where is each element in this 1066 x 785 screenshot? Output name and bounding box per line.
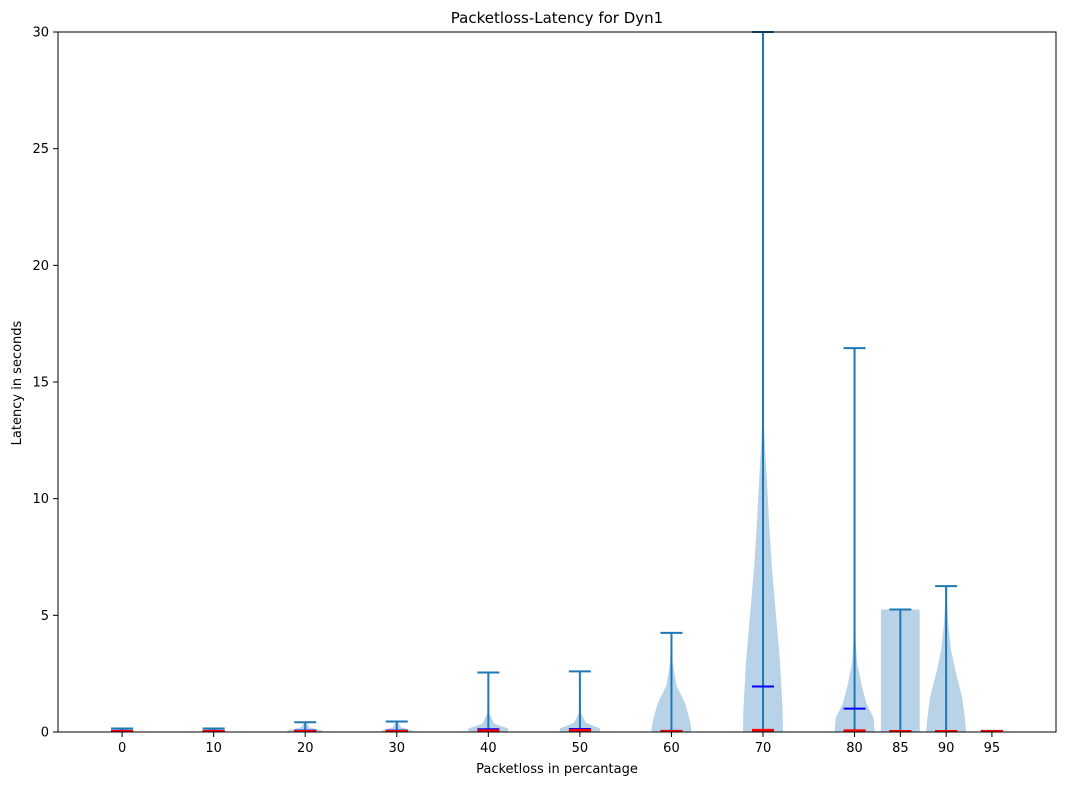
x-tick-label: 20 [297, 741, 314, 756]
plot-area: 0 10 20 30 40 50 60 70 80 85 90 95 0 5 10 15 20 25 30 [32, 26, 1057, 756]
y-tick-label: 0 [41, 726, 49, 741]
violin-70 [743, 31, 783, 732]
y-tick-label: 25 [32, 142, 49, 157]
violin-85 [880, 608, 921, 733]
plot-frame [57, 31, 1057, 733]
violin-95 [980, 729, 1003, 733]
chart-title: Packetloss-Latency for Dyn1 [451, 9, 663, 27]
x-tick-label: 10 [205, 741, 222, 756]
x-tick-label: 40 [480, 741, 497, 756]
x-tick-label: 85 [892, 741, 909, 756]
x-tick-label: 80 [846, 741, 863, 756]
y-axis-label: Latency in seconds [10, 320, 25, 445]
y-tick-label: 5 [41, 609, 49, 624]
violin-80 [834, 347, 875, 732]
y-tick-label: 20 [32, 259, 49, 274]
x-tick-label: 70 [755, 741, 772, 756]
violin-90 [926, 585, 967, 733]
violin-30 [380, 720, 413, 733]
y-tick-label: 10 [32, 492, 49, 507]
violin-0 [111, 727, 134, 733]
x-tick-label: 95 [984, 741, 1001, 756]
violin-40 [468, 671, 509, 732]
x-tick-label: 0 [118, 741, 126, 756]
x-axis-label: Packetloss in percantage [476, 762, 638, 777]
y-tick-label: 15 [32, 376, 49, 391]
y-tick-label: 30 [32, 26, 49, 41]
violin-50 [559, 670, 600, 732]
violin-10 [202, 727, 225, 733]
violin-20 [287, 721, 324, 733]
x-tick-label: 30 [388, 741, 405, 756]
x-tick-label: 60 [663, 741, 680, 756]
x-tick-label: 50 [572, 741, 589, 756]
violin-60 [651, 631, 692, 733]
x-tick-label: 90 [938, 741, 955, 756]
